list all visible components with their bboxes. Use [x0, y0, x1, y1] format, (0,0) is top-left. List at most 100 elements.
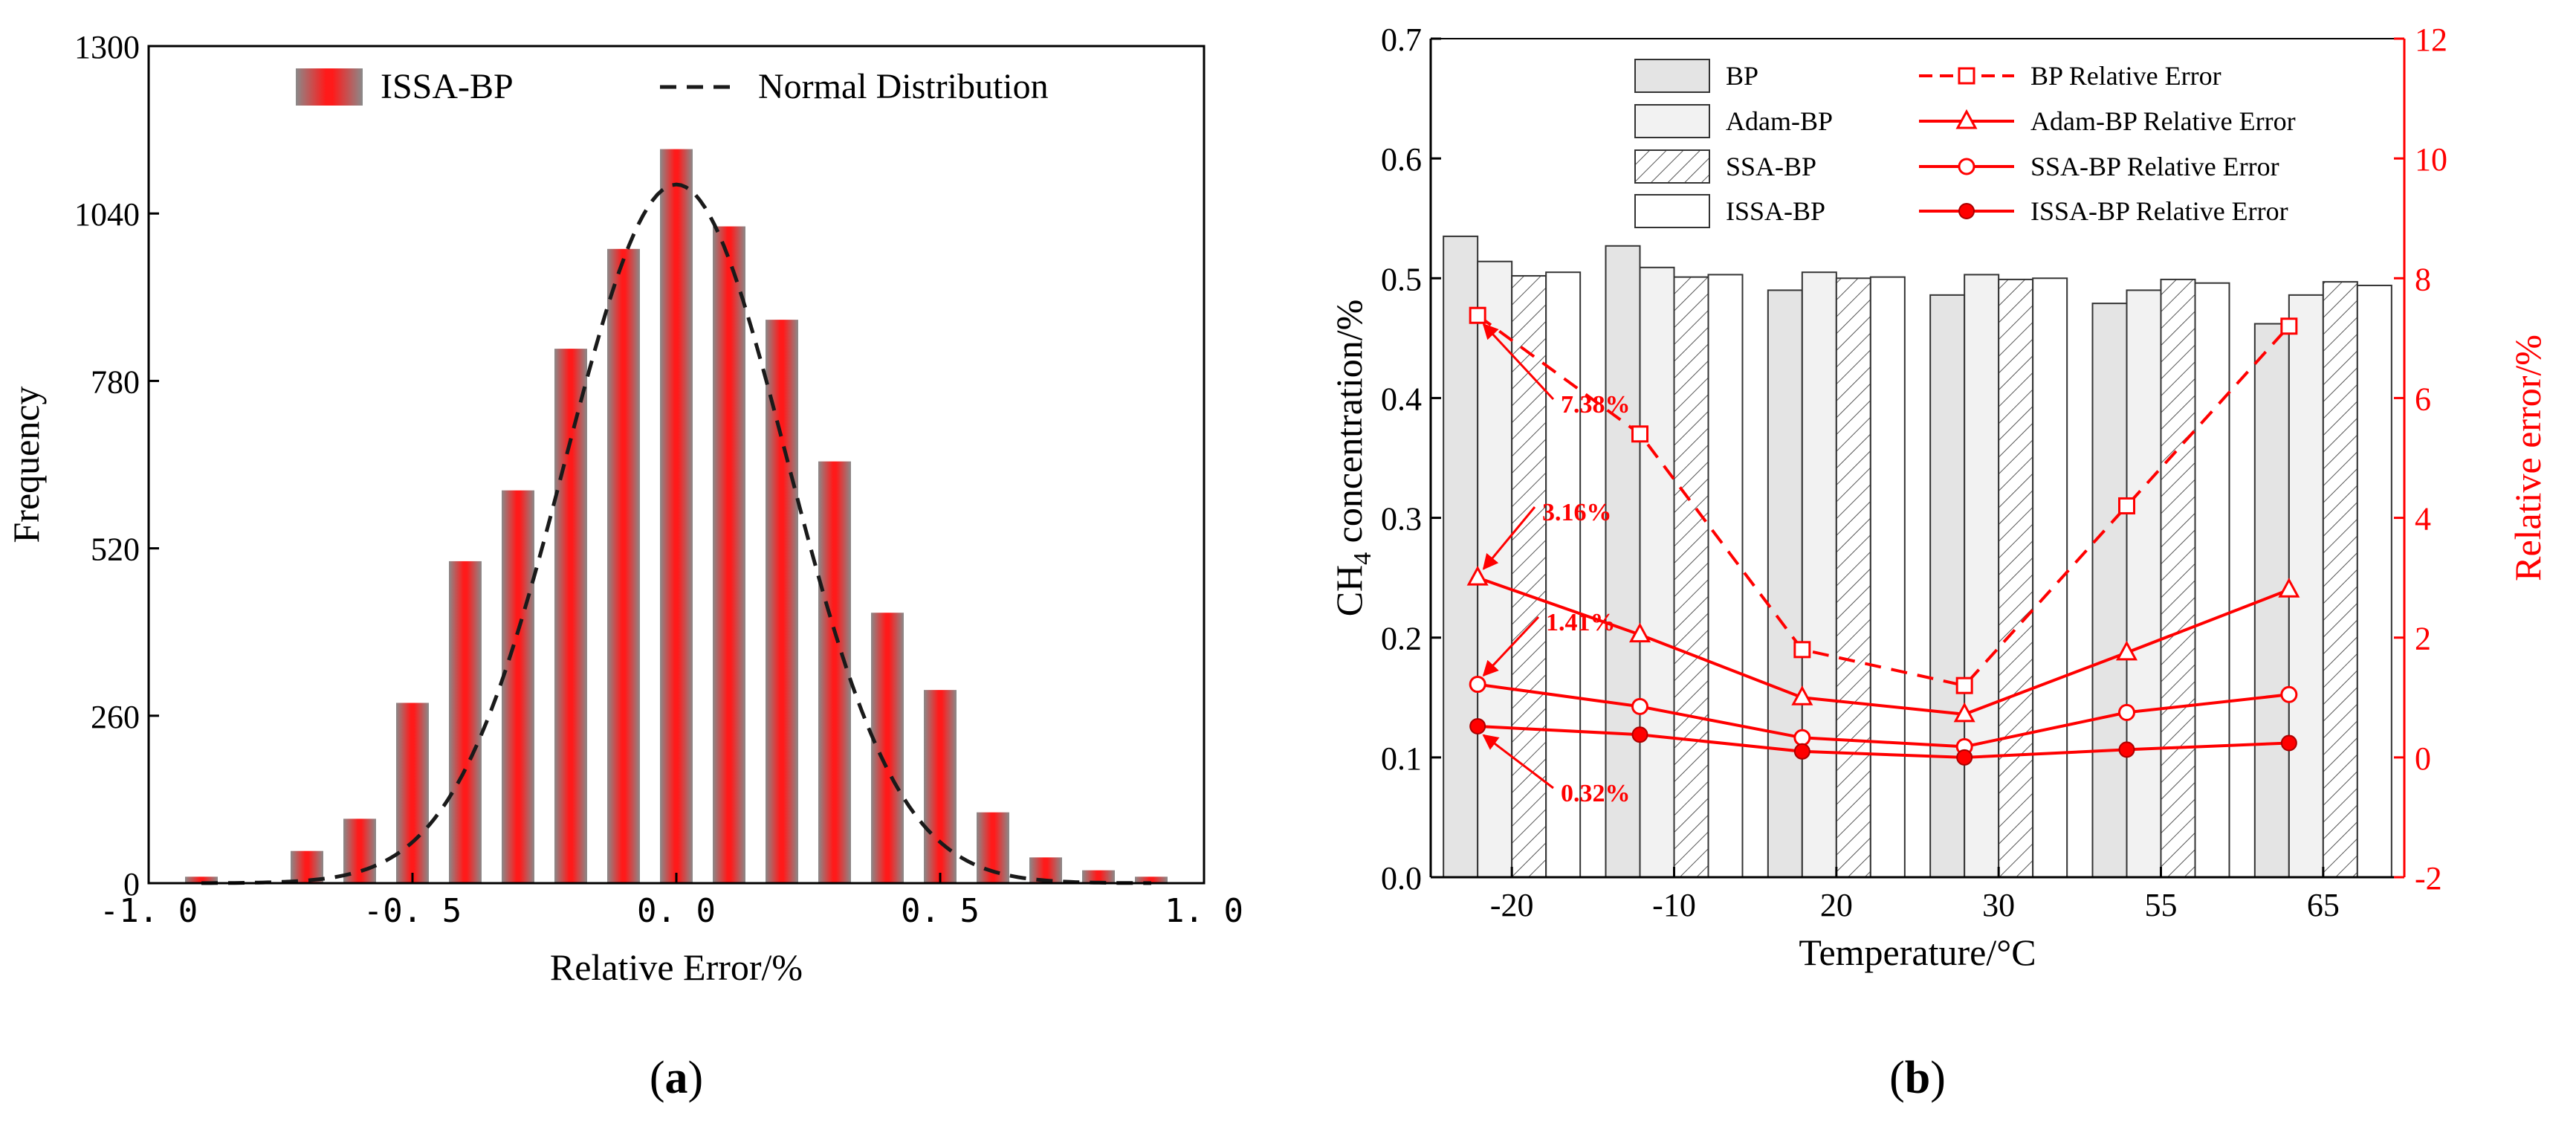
histogram-bar [871, 613, 904, 883]
relative-error-line [1478, 725, 2289, 759]
legend-line-label: SSA-BP Relative Error [2030, 152, 2279, 181]
relative-error-point [2118, 703, 2135, 721]
histogram-panel: -1. 0 -0. 5 0. 0 0. 5 1. 0 0 260 520 780 1040 130… [5, 29, 1243, 1103]
y2-tick-label: 0 [2415, 740, 2431, 777]
concentration-bar [1964, 274, 2000, 878]
panel-a-letter: a [665, 1053, 688, 1103]
y-tick-label: 0 [123, 866, 140, 902]
concentration-bar [2288, 294, 2324, 878]
concentration-bar [1639, 266, 1675, 879]
x-tick-label: 65 [2307, 887, 2340, 923]
relative-error-point [1466, 566, 1489, 586]
y-tick-label: 0.2 [1381, 621, 1422, 657]
histogram-y-axis-label: Frequency [5, 386, 47, 543]
concentration-bar [1673, 276, 1709, 879]
relative-error-point [1793, 743, 1810, 760]
concentration-bar [1707, 274, 1744, 878]
y-tick-label: 1300 [74, 29, 140, 65]
histogram-x-ticks: -1. 0 -0. 5 0. 0 0. 5 1. 0 [100, 873, 1243, 930]
relative-error-point [1628, 622, 1651, 643]
y-tick-label: 0.6 [1381, 141, 1422, 178]
histogram-bar [396, 703, 429, 883]
relative-error-point [1469, 306, 1486, 324]
histogram-x-axis-label: Relative Error/% [550, 946, 803, 988]
y-tick-label: 0.3 [1381, 501, 1422, 537]
relative-error-point [1791, 685, 1813, 705]
y2-tick-label: -2 [2415, 860, 2442, 897]
relative-error-point [1469, 676, 1486, 694]
relative-error-point [1793, 729, 1811, 746]
histogram-bar [449, 561, 482, 883]
legend-bar-label: SSA-BP [1726, 152, 1816, 181]
histogram-bar [502, 490, 534, 883]
relative-error-point [1631, 726, 1648, 743]
annotation-label: 1.41% [1546, 609, 1616, 636]
y-tick-label: 780 [91, 364, 140, 400]
concentration-bar [2091, 303, 2128, 878]
legend-bar-label: BP [1726, 61, 1758, 91]
error-annotations: 7.38% 3.16% 1.41% 0.32% [1482, 323, 1631, 807]
y-tick-label: 0.4 [1381, 381, 1422, 417]
y-tick-label: 520 [91, 532, 140, 568]
relative-error-point [2280, 685, 2298, 703]
legend-line-label: ISSA-BP Relative Error [2030, 196, 2288, 226]
concentration-bar [2126, 289, 2162, 878]
panel-a-label: (a) [650, 1053, 703, 1103]
concentration-bar [1801, 271, 1837, 878]
y-tick-label: 260 [91, 699, 140, 735]
panel-b-letter: b [1905, 1053, 1930, 1103]
concentration-panel: 7.38%3.16%1.41%0.32% -20 -10 20 30 55 65 0.00… [1328, 22, 2549, 1103]
legend-bar-swatch [296, 68, 363, 106]
relative-error-point [2278, 578, 2300, 598]
legend-line-label: BP Relative Error [2030, 61, 2221, 91]
histogram-bar [924, 690, 957, 883]
y2-tick-label: 10 [2415, 141, 2447, 178]
histogram-legend: ISSA-BP Normal Distribution [296, 67, 1049, 106]
relative-error-point [2118, 497, 2135, 514]
concentration-x-axis-label: Temperature/°C [1799, 931, 2036, 973]
concentration-legend: BP Adam-BP SSA-BP ISSA-BP BP Relative Error A… [1634, 59, 2296, 228]
legend-bar-label: ISSA-BP [381, 67, 514, 106]
x-tick-label: 0. 5 [901, 892, 980, 930]
relative-error-point [2280, 317, 2298, 335]
x-tick-label: -20 [1490, 887, 1534, 923]
relative-error-point [2115, 640, 2138, 661]
histogram-bar [766, 320, 798, 884]
annotation-label: 0.32% [1561, 780, 1631, 807]
histogram-bars [185, 149, 1168, 884]
x-tick-label: -0. 5 [363, 892, 462, 930]
relative-error-line [1477, 576, 2290, 716]
y2-tick-label: 8 [2415, 261, 2431, 297]
concentration-bar [2194, 282, 2230, 878]
concentration-bar [1443, 235, 1479, 878]
y2-tick-label: 4 [2415, 501, 2431, 537]
y-tick-label: 0.0 [1381, 860, 1422, 897]
concentration-x-ticks: -20 -10 20 30 55 65 [1490, 867, 2340, 923]
legend-curve-label: Normal Distribution [758, 67, 1049, 106]
relative-error-point [2118, 741, 2135, 758]
concentration-bar [1929, 294, 1966, 878]
histogram-bar [185, 876, 218, 883]
histogram-bar [660, 149, 693, 884]
histogram-bar [1135, 876, 1168, 883]
x-tick-label: 55 [2145, 887, 2178, 923]
concentration-bar [1511, 275, 1547, 878]
legend-bar-swatch [1634, 194, 1710, 228]
x-tick-label: 0. 0 [637, 892, 716, 930]
histogram-bar [713, 226, 745, 883]
annotation-label: 3.16% [1542, 499, 1612, 526]
concentration-left-y-ticks: 0.0 0.1 0.2 0.3 0.4 0.5 0.6 0.7 [1381, 22, 1441, 897]
panel-b-label: (b) [1889, 1053, 1946, 1103]
ylabel-subscript: 4 [1349, 552, 1376, 565]
ylabel-suffix: concentration/% [1328, 300, 1370, 552]
concentration-bar [1545, 271, 1582, 878]
concentration-bars [1443, 235, 2392, 879]
concentration-bar [1767, 289, 1803, 878]
relative-error-point [1469, 717, 1486, 734]
annotation-arrow [1482, 323, 1555, 401]
legend-bar-label: ISSA-BP [1726, 196, 1825, 226]
legend-bar-label: Adam-BP [1726, 106, 1833, 136]
x-tick-label: 1. 0 [1165, 892, 1243, 930]
relative-error-right-y-ticks: -2 0 2 4 6 8 10 12 [2394, 22, 2447, 897]
